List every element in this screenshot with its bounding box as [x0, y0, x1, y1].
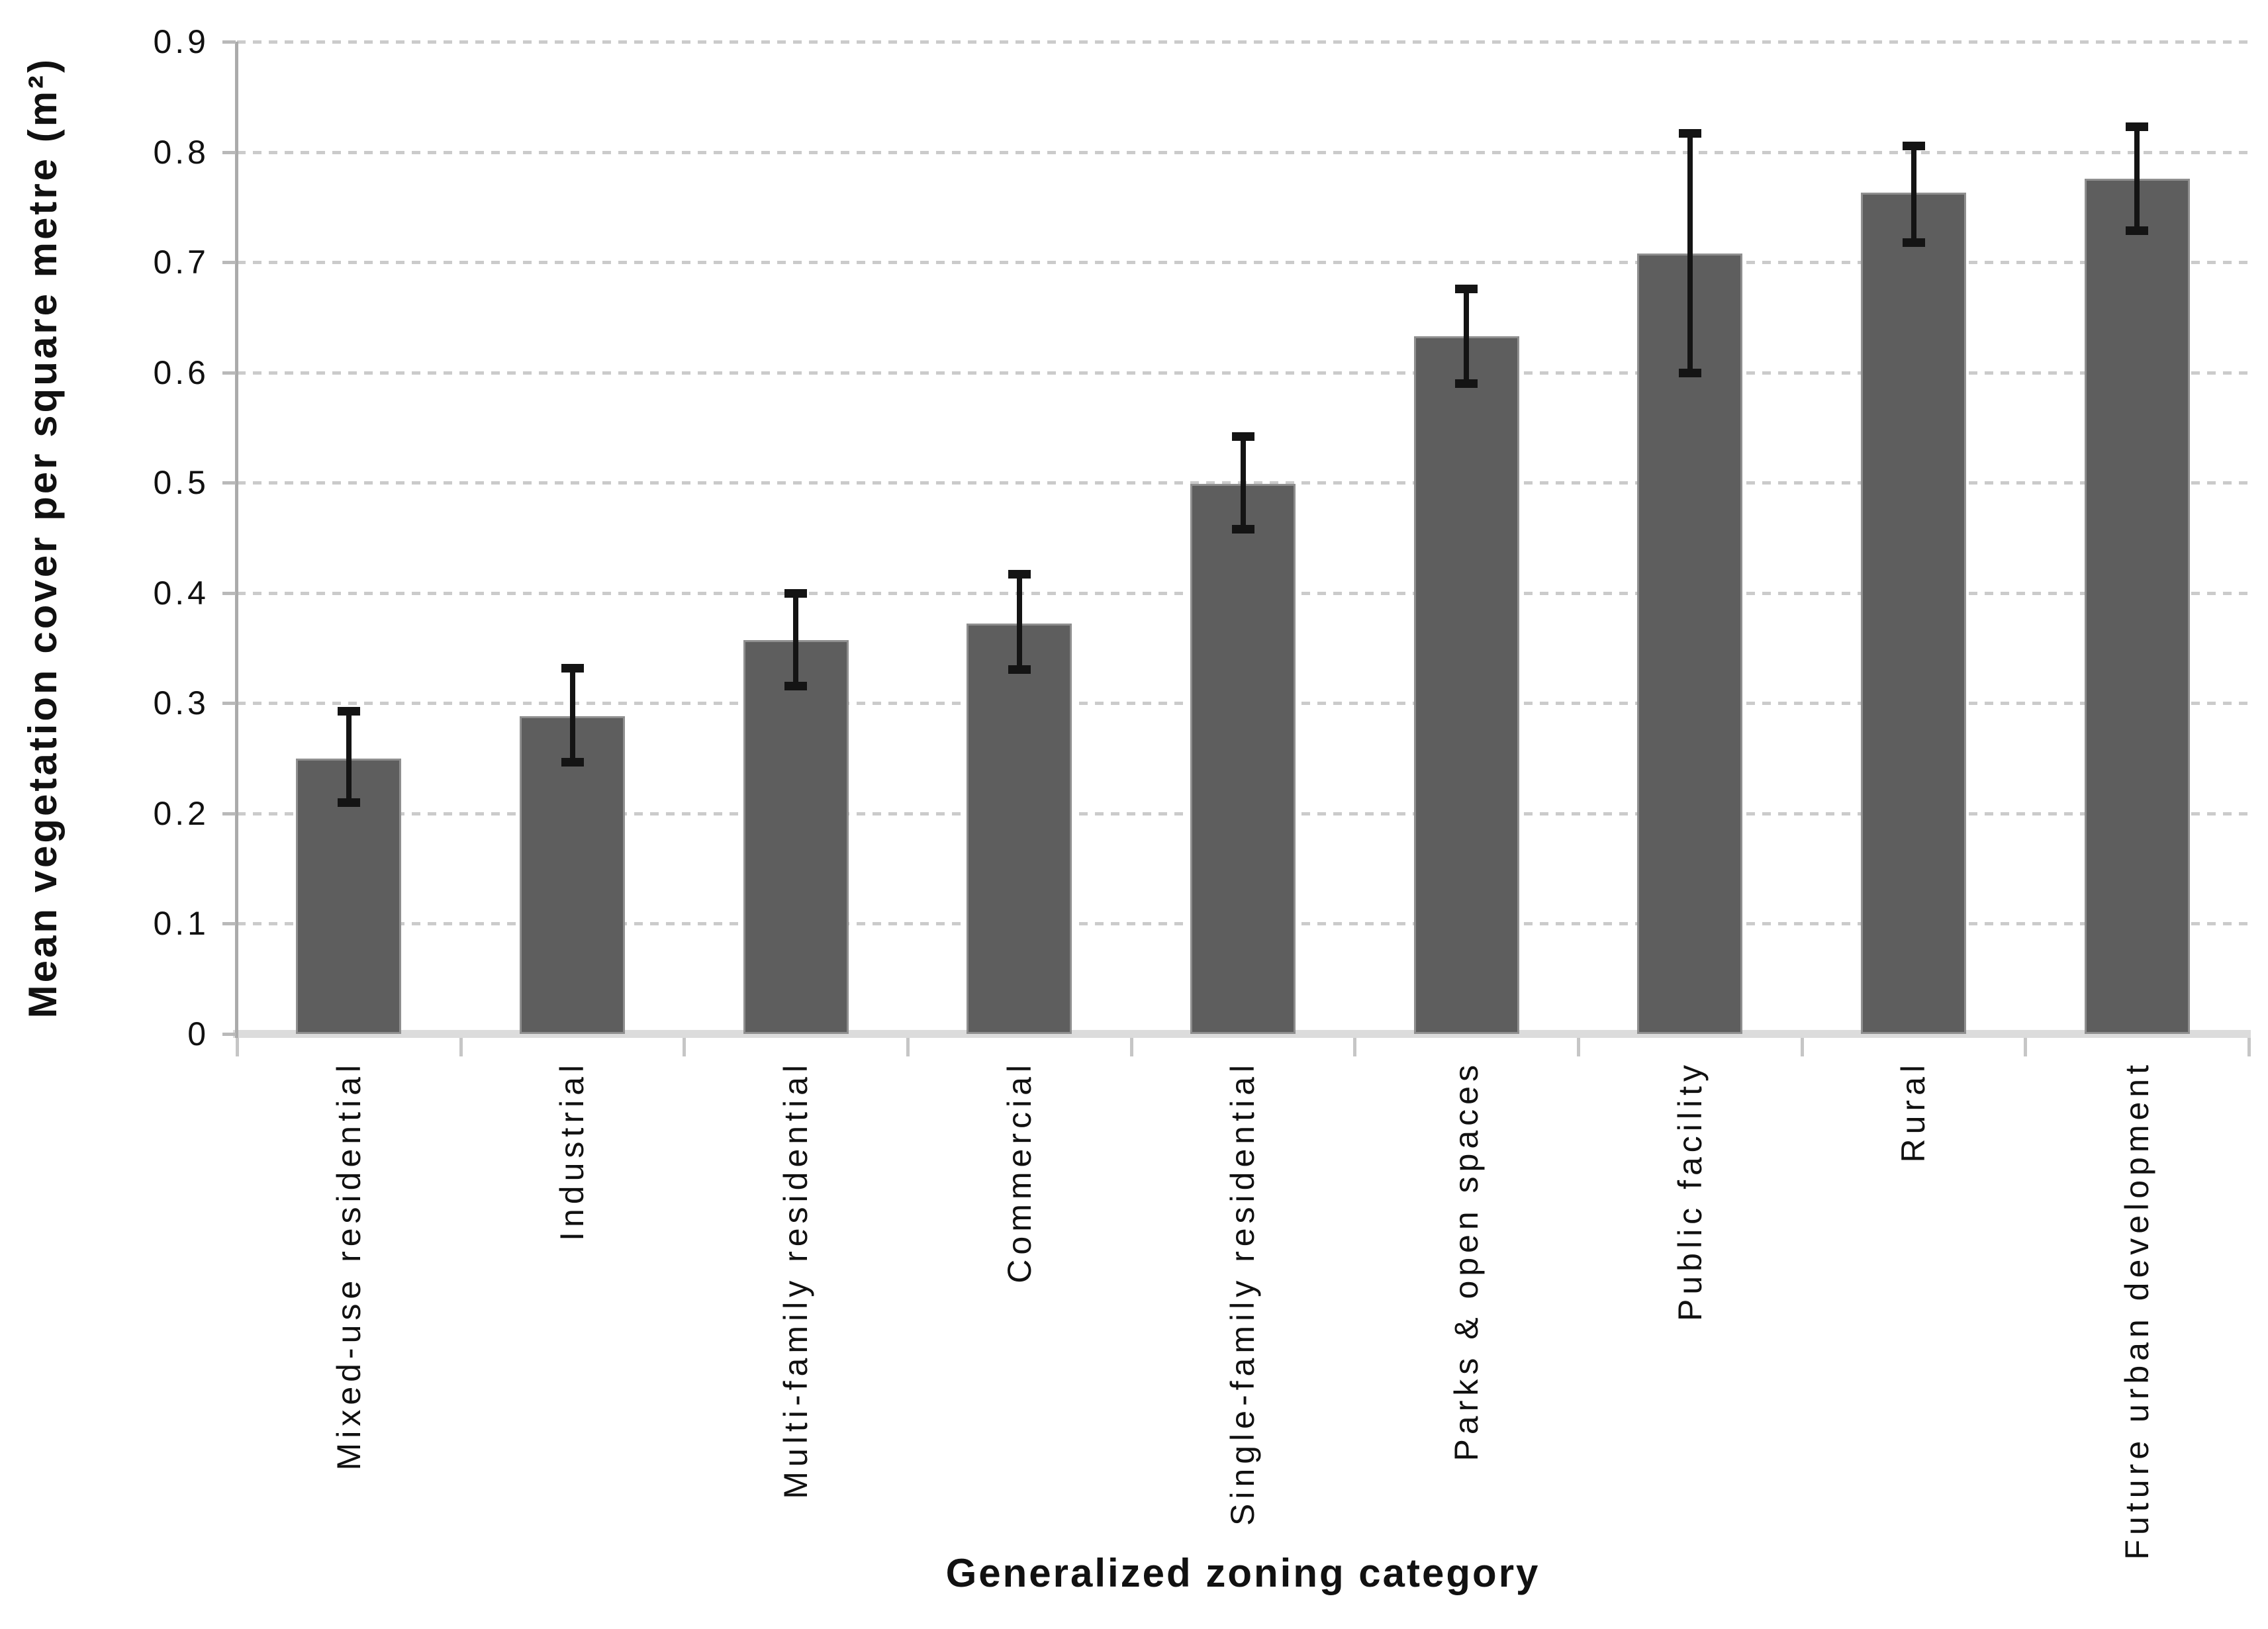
error-bar-cap-top [561, 664, 584, 673]
x-category-label-wrap: Parks & open spaces [1354, 1060, 1578, 1597]
x-category-label-wrap: Single-family residential [1131, 1060, 1355, 1597]
error-bar-cap-bottom [1008, 665, 1031, 674]
x-category-label: Industrial [553, 1060, 591, 1241]
x-category-label-wrap: Multi-family residential [684, 1060, 908, 1597]
error-bar-cap-bottom [1678, 368, 1701, 377]
error-bar-cap-bottom [784, 681, 808, 690]
gridline [237, 261, 2249, 265]
y-axis-tick [222, 1033, 236, 1036]
error-bar-cap-bottom [561, 757, 584, 767]
y-tick-label: 0.6 [153, 353, 209, 391]
x-category-label: Commercial [1000, 1060, 1038, 1283]
y-tick-label: 0.7 [153, 244, 209, 281]
gridline [237, 371, 2249, 375]
x-axis-tick [2247, 1038, 2251, 1056]
y-axis-tick [222, 261, 236, 265]
y-axis-title-text: Mean vegetation cover per square metre (… [20, 57, 65, 1019]
y-tick-label: 0.9 [153, 23, 209, 60]
error-bar-cap-top [2126, 122, 2149, 132]
y-axis-tick [222, 702, 236, 706]
bar [1637, 253, 1743, 1034]
y-tick-label: 0.8 [153, 133, 209, 171]
error-bar-cap-bottom [1231, 525, 1254, 534]
error-bar-stem [2134, 126, 2140, 230]
error-bar-stem [1911, 145, 1916, 243]
x-axis-tick [906, 1038, 910, 1056]
bar [1861, 193, 1966, 1034]
error-bar-cap-top [337, 706, 360, 716]
error-bar-stem [793, 592, 799, 686]
x-category-label-wrap: Rural [1802, 1060, 2026, 1597]
x-axis-tick [1577, 1038, 1580, 1056]
y-axis-tick [222, 812, 236, 815]
x-axis-line [233, 1030, 2251, 1038]
gridline [237, 40, 2249, 44]
y-axis-tick [222, 150, 236, 154]
x-category-label: Public facility [1671, 1060, 1709, 1321]
error-bar-cap-bottom [1455, 379, 1478, 389]
x-axis-tick [2024, 1038, 2028, 1056]
y-tick-label: 0.3 [153, 684, 209, 722]
y-tick-label: 0.4 [153, 574, 209, 612]
y-axis-line [235, 42, 238, 1038]
error-bar-stem [1240, 436, 1246, 530]
y-axis-tick [222, 40, 236, 44]
error-bar-cap-top [784, 588, 808, 598]
x-category-label-wrap: Future urban development [2025, 1060, 2249, 1597]
error-bar-cap-top [1008, 570, 1031, 579]
x-axis-tick [1353, 1038, 1357, 1056]
error-bar-cap-top [1902, 141, 1925, 150]
error-bar-cap-top [1231, 432, 1254, 442]
gridline [237, 150, 2249, 154]
error-bar-cap-top [1455, 285, 1478, 294]
x-category-label-wrap: Commercial [908, 1060, 1131, 1597]
y-tick-label: 0.1 [153, 905, 209, 943]
y-tick-label: 0.5 [153, 464, 209, 502]
x-axis-tick [459, 1038, 463, 1056]
x-axis-title: Generalized zoning category [945, 1551, 1540, 1595]
error-bar-stem [1464, 289, 1470, 384]
error-bar-stem [1016, 574, 1022, 669]
y-axis-tick [222, 922, 236, 926]
x-axis-tick [683, 1038, 686, 1056]
y-tick-label: 0 [187, 1015, 209, 1052]
x-category-label: Future urban development [2118, 1060, 2156, 1560]
x-category-label-wrap: Industrial [461, 1060, 685, 1597]
x-category-label: Rural [1895, 1060, 1932, 1163]
x-category-label: Mixed-use residential [330, 1060, 367, 1471]
y-axis-tick [222, 481, 236, 485]
x-category-label: Single-family residential [1224, 1060, 1262, 1526]
y-tick-label: 0.2 [153, 794, 209, 832]
error-bar-cap-bottom [337, 798, 360, 808]
error-bar-cap-bottom [2126, 226, 2149, 235]
x-category-label-wrap: Public facility [1578, 1060, 1802, 1597]
bar [1413, 336, 1519, 1034]
y-axis-title: Mean vegetation cover per square metre (… [9, 42, 75, 1034]
error-bar-cap-top [1678, 129, 1701, 138]
error-bar-cap-bottom [1902, 238, 1925, 248]
bar [967, 624, 1072, 1034]
x-category-label: Parks & open spaces [1448, 1060, 1486, 1462]
bar [2084, 178, 2190, 1034]
bar [743, 640, 849, 1034]
y-axis-tick [222, 371, 236, 375]
bar [1190, 483, 1296, 1034]
y-axis-tick [222, 591, 236, 595]
x-axis-tick [236, 1038, 239, 1056]
x-axis-tick [1800, 1038, 1804, 1056]
error-bar-stem [346, 710, 352, 803]
bar [520, 716, 625, 1034]
x-category-label-wrap: Mixed-use residential [237, 1060, 461, 1597]
x-axis-tick [1129, 1038, 1133, 1056]
x-category-label: Multi-family residential [777, 1060, 815, 1499]
error-bar-stem [569, 668, 575, 762]
error-bar-stem [1687, 133, 1693, 373]
